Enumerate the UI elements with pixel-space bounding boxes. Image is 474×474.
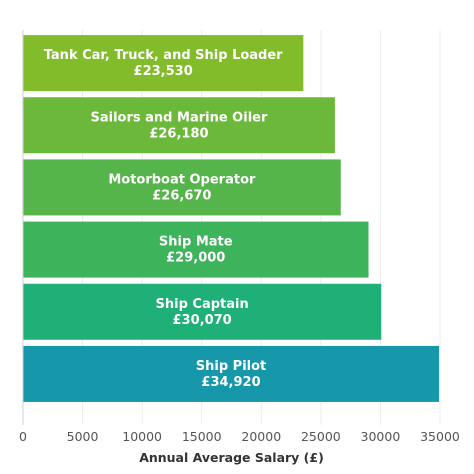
bar-category-label: Tank Car, Truck, and Ship Loader xyxy=(44,48,283,63)
x-axis-ticks: 0 5000 10000 15000 20000 25000 30000 35000 xyxy=(19,429,460,444)
bar xyxy=(23,35,304,92)
bar-category-label: Ship Pilot xyxy=(196,359,267,374)
bar-value-label: £30,070 xyxy=(173,313,232,328)
bar xyxy=(23,345,440,402)
bar xyxy=(23,221,369,278)
bar xyxy=(23,97,335,154)
bar-value-label: £26,180 xyxy=(149,126,208,141)
bar-category-label: Ship Mate xyxy=(159,235,233,250)
bar-value-label: £34,920 xyxy=(201,375,260,390)
x-tick-label: 0 xyxy=(19,429,27,444)
bar xyxy=(23,159,341,216)
x-tick-label: 15000 xyxy=(182,429,222,444)
x-tick-label: 5000 xyxy=(67,429,99,444)
bar-value-label: £29,000 xyxy=(166,251,225,266)
bar-value-label: £23,530 xyxy=(134,64,193,79)
bar-value-label: £26,670 xyxy=(152,188,211,203)
x-tick-label: 35000 xyxy=(420,429,460,444)
bar-category-label: Motorboat Operator xyxy=(108,172,256,187)
x-tick-label: 30000 xyxy=(361,429,401,444)
x-axis-title: Annual Average Salary (£) xyxy=(139,450,324,465)
bar-category-label: Ship Captain xyxy=(156,297,249,312)
bar-category-label: Sailors and Marine Oiler xyxy=(91,110,268,125)
bar xyxy=(23,283,382,340)
bars: Tank Car, Truck, and Ship Loader£23,530 S… xyxy=(23,35,440,402)
x-tick-label: 20000 xyxy=(241,429,281,444)
x-tick-label: 25000 xyxy=(301,429,341,444)
x-tick-label: 10000 xyxy=(122,429,162,444)
